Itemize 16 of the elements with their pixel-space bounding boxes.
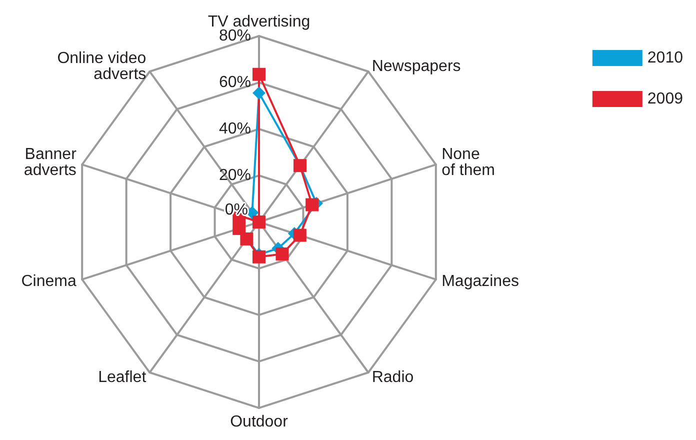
spoke-label: TV advertising (208, 14, 310, 30)
y-tick-label: 20% (218, 167, 251, 184)
legend-label: 2010 (647, 50, 684, 66)
y-tick-label: 80% (218, 28, 251, 44)
spoke-label: Online video adverts (57, 50, 146, 84)
spoke-label: Banner adverts (24, 146, 78, 180)
spoke-label: Newspapers (372, 58, 461, 76)
y-tick-label: 60% (218, 74, 251, 91)
y-tick-label: 40% (218, 120, 251, 138)
spoke-label: Magazines (442, 272, 519, 290)
spoke-label: Cinema (21, 272, 76, 290)
spoke-label: Leaflet (98, 368, 147, 386)
legend-label: 2009 (647, 90, 684, 108)
spoke-label: None of them (442, 146, 495, 180)
spoke-label: Radio (372, 368, 414, 386)
spoke-label: Outdoor (230, 414, 289, 430)
